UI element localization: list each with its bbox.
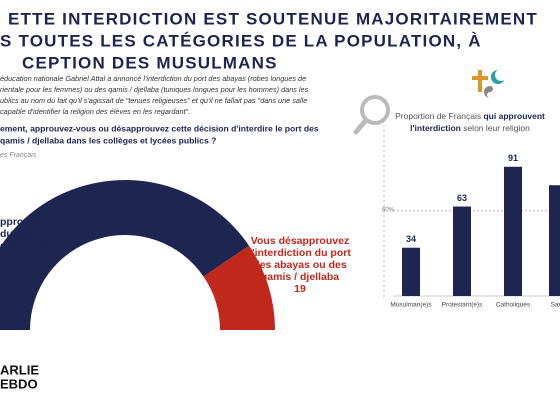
- title-part: selon leur religion: [461, 123, 530, 133]
- segment-value: 81: [0, 264, 6, 276]
- segment-label: pprouvez: [0, 216, 47, 228]
- intro-text: ublics au nom du fait qu'il s'agissait d…: [0, 96, 307, 105]
- value-label: 63: [457, 193, 467, 203]
- title-part: Proportion de Français: [395, 111, 483, 121]
- bar: [453, 206, 471, 296]
- intro-text: éducation nationale Gabriel Attal a anno…: [0, 74, 306, 83]
- segment-label: l'interdiction du port: [249, 247, 351, 259]
- headline: S TOUTES LES CATÉGORIES DE LA POPULATION…: [0, 31, 482, 50]
- segment-label: des abayas ou des: [253, 259, 347, 271]
- segment-label: du port des: [0, 228, 57, 240]
- donut-segment: [0, 180, 250, 330]
- title-part: l'interdiction: [410, 123, 461, 133]
- panel-title: Proportion de Français qui approuvent l'i…: [395, 111, 545, 133]
- religion-icons: [472, 69, 507, 98]
- segment-label: des qamis /: [0, 240, 57, 252]
- logo: ARLIE: [0, 362, 39, 377]
- category-label: Sans: [551, 302, 560, 309]
- segment-value: 19: [294, 283, 306, 295]
- value-label: 34: [406, 234, 416, 244]
- source: es Français: [0, 152, 37, 159]
- value-label: 91: [508, 153, 518, 163]
- reference-label: 60%: [382, 207, 395, 213]
- segment-label: a: [0, 252, 6, 264]
- bar: [504, 166, 522, 296]
- intro-text: capable d'identifier la religion des élè…: [0, 107, 190, 116]
- category-label: Protestant(e)s: [442, 302, 484, 309]
- headline: CEPTION DES MUSULMANS: [22, 53, 278, 72]
- bar: [402, 247, 420, 296]
- headline: ETTE INTERDICTION EST SOUTENUE MAJORITAI…: [8, 9, 538, 28]
- category-label: Musulman(e)s: [390, 302, 432, 309]
- title-part: qui approuvent: [483, 111, 545, 121]
- question: qamis / djellaba dans les collèges et ly…: [0, 135, 216, 145]
- question: ement, approuvez-vous ou désapprouvez ce…: [0, 123, 319, 133]
- logo: EBDO: [0, 376, 38, 391]
- intro-text: rientale pour les femmes) ou des qamis /…: [0, 85, 309, 94]
- segment-label: qamis / djellaba: [261, 271, 339, 283]
- segment-label: Vous désapprouvez: [251, 235, 349, 247]
- magnifier-icon: [353, 95, 390, 135]
- category-label: Catholiques: [496, 302, 531, 309]
- bar: [549, 185, 560, 296]
- donut-segment: [203, 245, 275, 330]
